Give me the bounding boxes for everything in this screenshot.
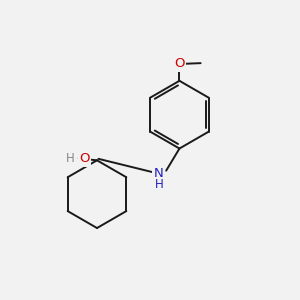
Text: -: -	[76, 152, 80, 165]
Text: N: N	[154, 167, 164, 180]
Text: H: H	[66, 152, 75, 165]
Text: O: O	[174, 57, 185, 70]
Text: O: O	[80, 152, 90, 165]
Text: H: H	[155, 178, 164, 191]
